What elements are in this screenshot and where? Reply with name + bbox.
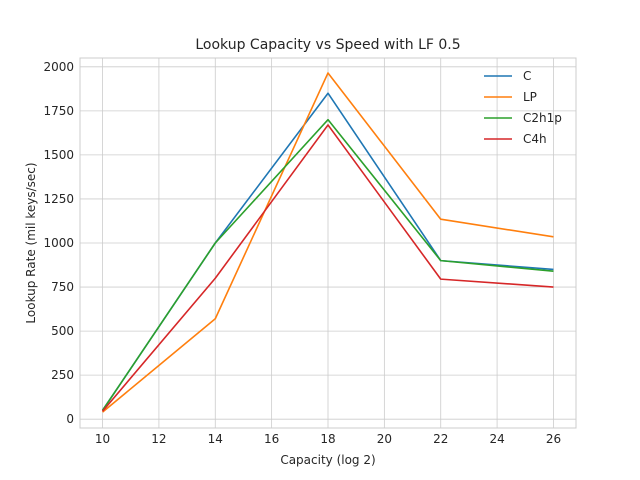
x-tick-label: 26	[546, 432, 561, 446]
x-tick-label: 22	[433, 432, 448, 446]
legend-label-c2h1p: C2h1p	[523, 111, 562, 125]
y-tick-label: 250	[51, 368, 74, 382]
x-tick-label: 20	[377, 432, 392, 446]
series-line-c2h1p	[101, 118, 554, 411]
legend-label-lp: LP	[523, 90, 537, 104]
y-axis-ticks: 0 250 500 750 1000 1250 1500 1750 2000	[43, 60, 74, 426]
x-axis-ticks: 10 12 14 16 18 20 22 24 26	[95, 432, 561, 446]
series-lines	[101, 72, 554, 413]
y-tick-label: 1750	[43, 104, 74, 118]
y-tick-label: 750	[51, 280, 74, 294]
y-tick-label: 1000	[43, 236, 74, 250]
y-tick-label: 1250	[43, 192, 74, 206]
legend-label-c4h: C4h	[523, 132, 547, 146]
chart-title: Lookup Capacity vs Speed with LF 0.5	[195, 37, 460, 53]
x-tick-label: 16	[264, 432, 279, 446]
y-tick-label: 0	[66, 412, 74, 426]
y-axis-label: Lookup Rate (mil keys/sec)	[24, 162, 38, 323]
series-line-lp	[102, 72, 554, 413]
y-tick-label: 500	[51, 324, 74, 338]
legend-label-c: C	[523, 69, 531, 83]
x-axis-label: Capacity (log 2)	[280, 453, 375, 467]
y-tick-label: 1500	[43, 148, 74, 162]
grid	[80, 58, 576, 428]
y-tick-label: 2000	[43, 60, 74, 74]
plot-frame	[79, 57, 577, 429]
legend: C LP C2h1p C4h	[484, 69, 562, 146]
x-tick-label: 14	[208, 432, 223, 446]
series-line-c4h	[101, 124, 554, 412]
x-tick-label: 24	[489, 432, 504, 446]
x-tick-label: 18	[320, 432, 335, 446]
x-tick-label: 12	[151, 432, 166, 446]
x-tick-label: 10	[95, 432, 110, 446]
